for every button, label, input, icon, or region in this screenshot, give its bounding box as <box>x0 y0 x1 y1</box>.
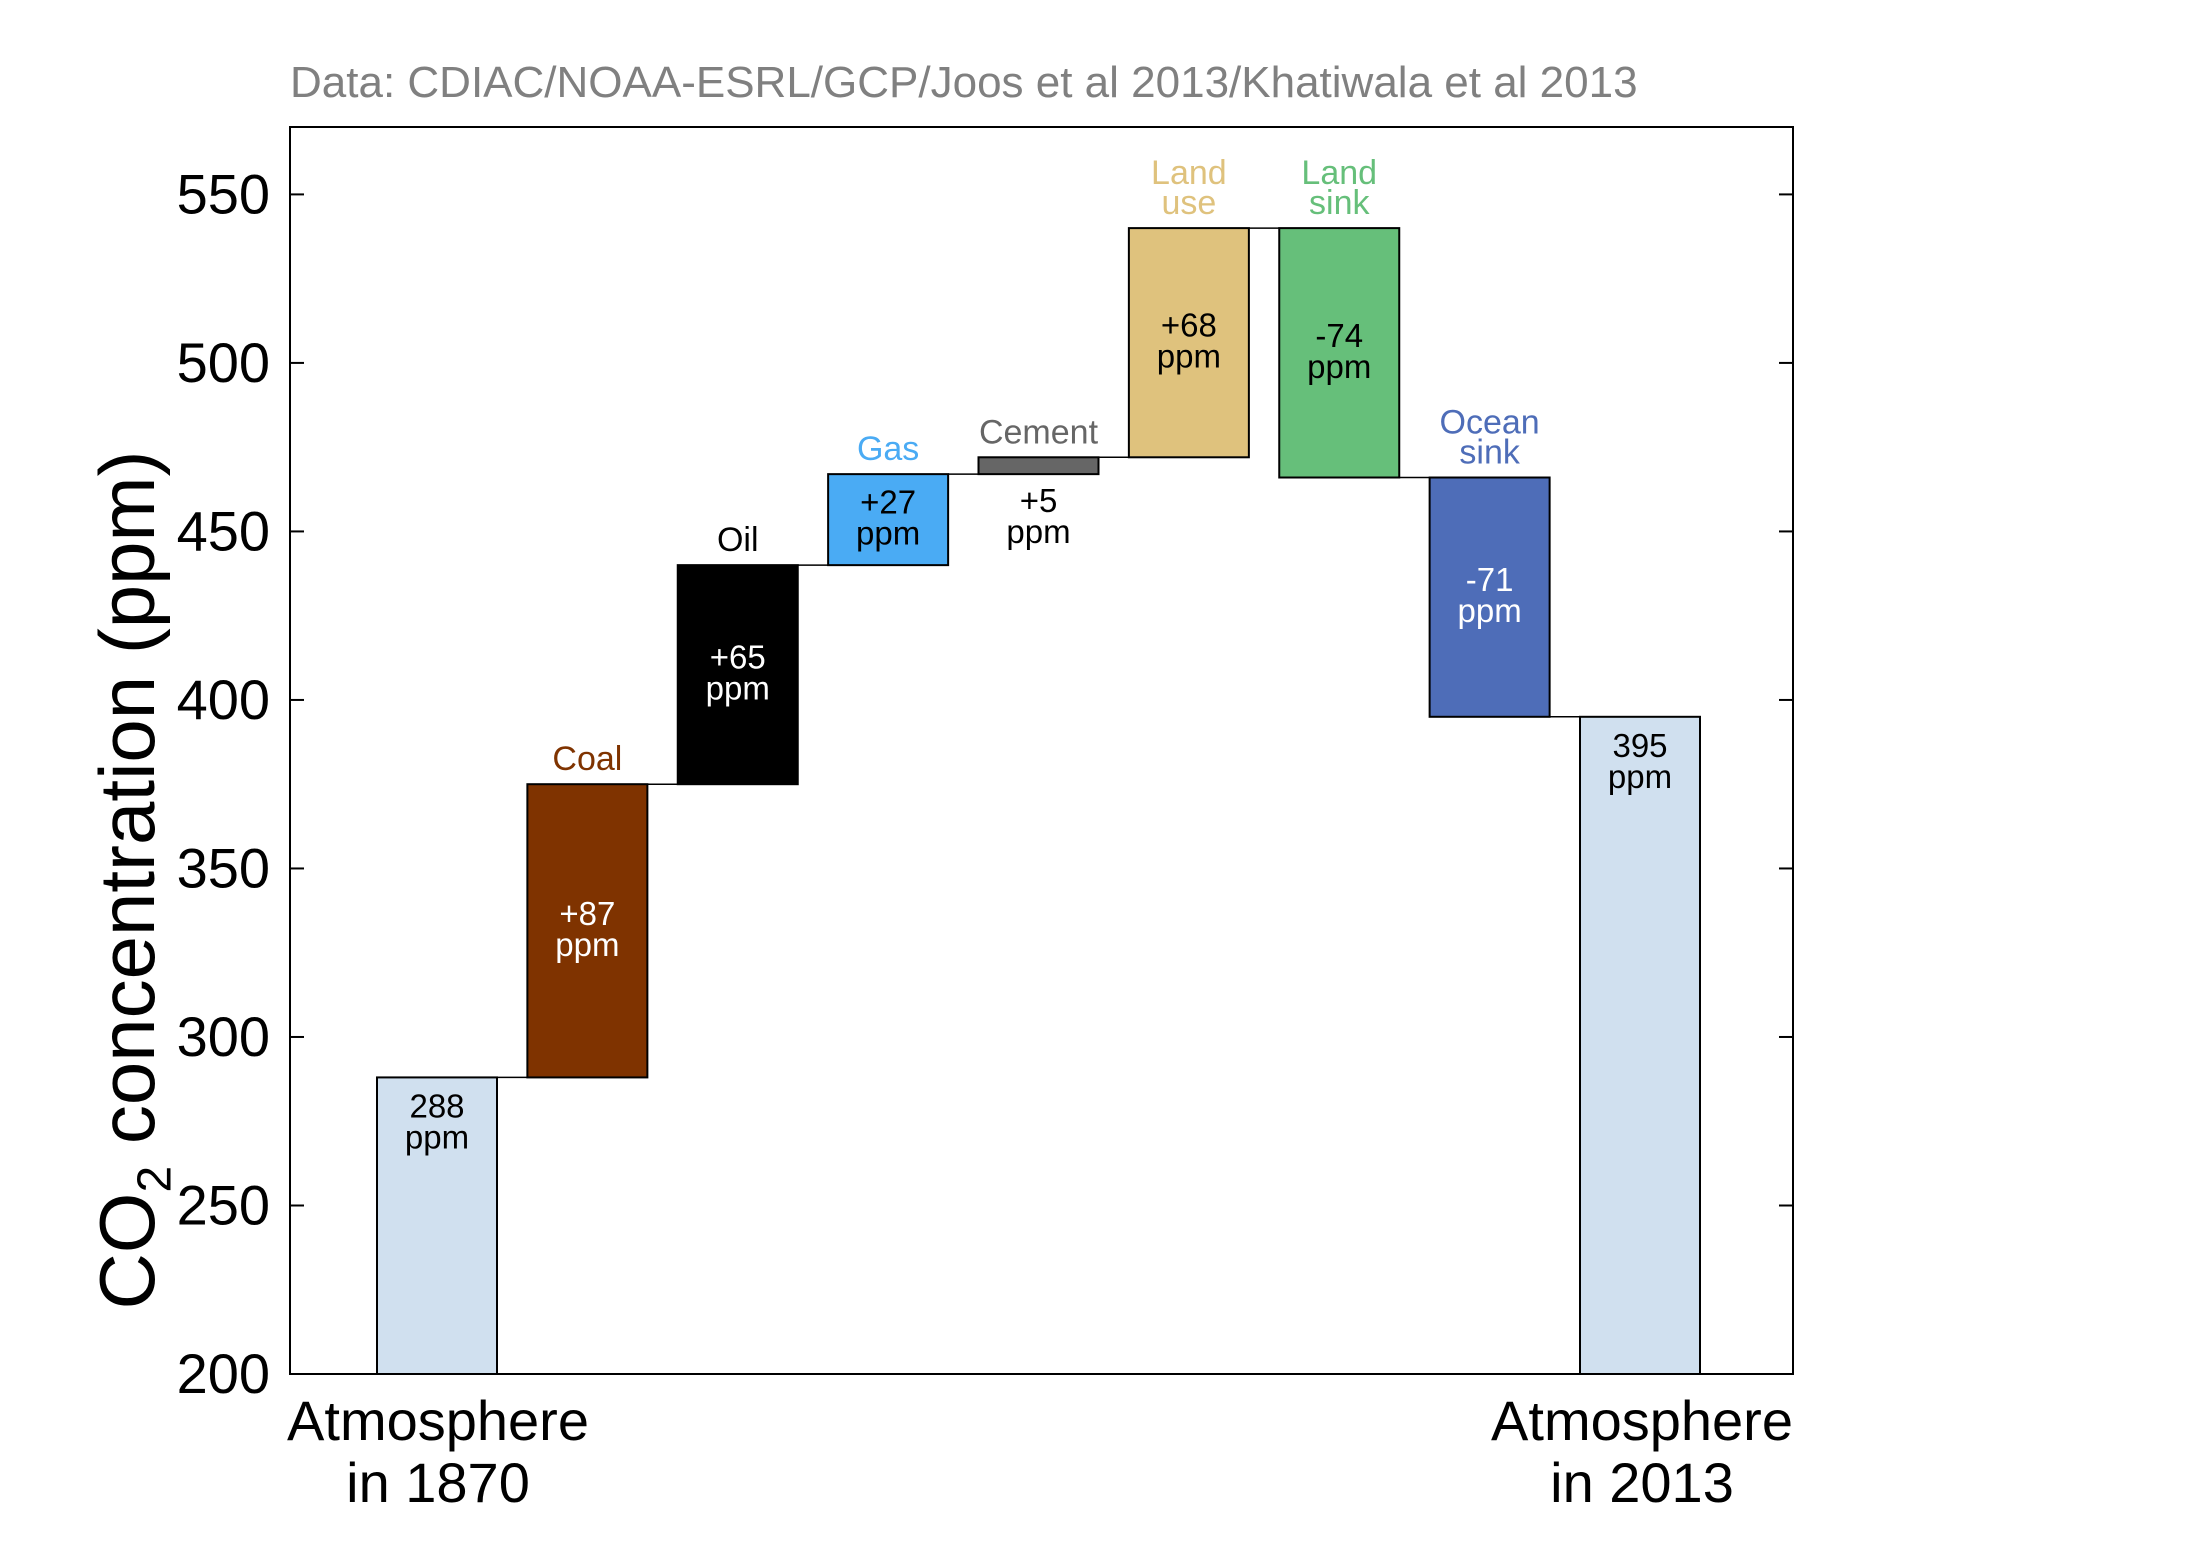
bar-labels: 288ppm+87ppmCoal+65ppmOil+27ppmGas+5ppmC… <box>405 154 1672 1155</box>
data-source-note: Data: CDIAC/NOAA-ESRL/GCP/Joos et al 201… <box>290 58 1638 107</box>
bar-ocean-sink <box>1428 476 1551 718</box>
y-tick-label: 450 <box>177 499 270 562</box>
bar-value-label: +87 <box>559 895 615 932</box>
y-tick-label: 400 <box>177 668 270 731</box>
bar-value-label: ppm <box>1307 348 1371 385</box>
bar-gas <box>827 473 950 567</box>
y-tick-label: 300 <box>177 1005 270 1068</box>
bar-category-label: Ocean <box>1440 404 1540 442</box>
bar-value-label: ppm <box>1458 592 1522 629</box>
start-caption: Atmosphere in 1870 <box>268 1390 608 1514</box>
connector-lines <box>497 227 1580 1079</box>
bar-value-label: +68 <box>1161 307 1217 344</box>
bar-category-label: Coal <box>552 740 622 778</box>
bar-category-label: sink <box>1309 184 1370 222</box>
bar-category-label: Cement <box>979 413 1099 451</box>
end-caption-line1: Atmosphere <box>1491 1389 1793 1452</box>
bar-value-label: +65 <box>710 639 766 676</box>
y-tick-label: 550 <box>177 162 270 225</box>
end-caption: Atmosphere in 2013 <box>1472 1390 1812 1514</box>
y-tick-label: 200 <box>177 1342 270 1405</box>
bar-value-label: +5 <box>1020 482 1058 519</box>
plot-frame <box>289 126 1794 1375</box>
bar-atmosphere-1870 <box>376 1076 498 1376</box>
bar-land-use <box>1127 227 1250 459</box>
bar-value-label: ppm <box>405 1118 469 1155</box>
bar-value-label: ppm <box>706 670 770 707</box>
bar-category-label: use <box>1161 184 1216 222</box>
bar-category-label: Gas <box>857 430 919 468</box>
bar-value-label: 395 <box>1612 727 1667 764</box>
bar-category-label: sink <box>1459 434 1520 472</box>
bar-atmosphere-2013 <box>1579 715 1701 1375</box>
y-axis-ticks: 200 250 300 350 400 450 500 550 <box>177 162 1793 1405</box>
bar-oil <box>676 564 799 786</box>
bar-category-label: Land <box>1301 154 1377 192</box>
bar-cement <box>977 456 1100 476</box>
bar-value-label: -74 <box>1315 317 1363 354</box>
y-tick-label: 350 <box>177 836 270 899</box>
y-tick-label: 500 <box>177 331 270 394</box>
bar-category-label: Oil <box>717 521 759 559</box>
bar-value-label: +27 <box>860 484 916 521</box>
bars <box>376 227 1701 1376</box>
start-caption-line2: in 1870 <box>346 1451 530 1514</box>
end-caption-line2: in 2013 <box>1550 1451 1734 1514</box>
bar-value-label: ppm <box>1006 513 1070 550</box>
bar-land-sink <box>1278 227 1401 479</box>
bar-value-label: -71 <box>1466 561 1514 598</box>
bar-value-label: ppm <box>856 515 920 552</box>
start-caption-line1: Atmosphere <box>287 1389 589 1452</box>
y-tick-label: 250 <box>177 1173 270 1236</box>
bar-value-label: 288 <box>409 1087 464 1124</box>
bar-value-label: ppm <box>555 926 619 963</box>
bar-coal <box>526 783 649 1079</box>
bar-value-label: ppm <box>1608 758 1672 795</box>
bar-value-label: ppm <box>1157 338 1221 375</box>
bar-category-label: Land <box>1151 154 1227 192</box>
